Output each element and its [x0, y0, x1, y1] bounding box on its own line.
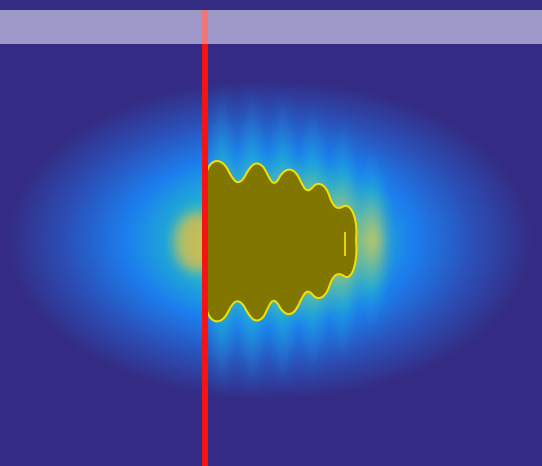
- marker-line[interactable]: [202, 10, 208, 466]
- thresholded-region: [205, 160, 358, 323]
- top-banner: [0, 10, 542, 44]
- tip-highlight: [344, 232, 346, 256]
- marker-line-cap: [202, 10, 208, 44]
